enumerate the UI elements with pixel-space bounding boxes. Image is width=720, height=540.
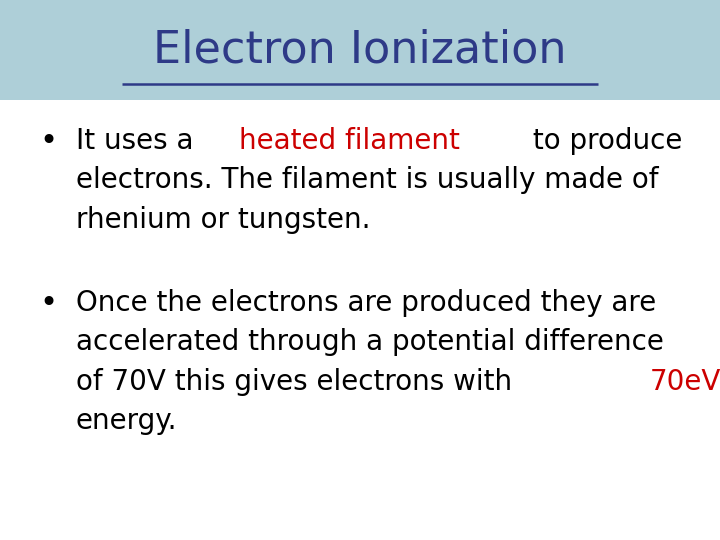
Text: accelerated through a potential difference: accelerated through a potential differen…	[76, 328, 663, 356]
Text: to produce: to produce	[523, 127, 682, 155]
FancyBboxPatch shape	[0, 0, 720, 100]
Text: •: •	[40, 127, 58, 156]
Text: •: •	[40, 289, 58, 318]
Text: Once the electrons are produced they are: Once the electrons are produced they are	[76, 289, 656, 317]
Text: heated filament: heated filament	[238, 127, 459, 155]
Text: of 70V this gives electrons with: of 70V this gives electrons with	[76, 368, 521, 396]
Text: electrons. The filament is usually made of: electrons. The filament is usually made …	[76, 166, 658, 194]
Text: energy.: energy.	[76, 407, 177, 435]
Text: 70eV: 70eV	[649, 368, 720, 396]
Text: rhenium or tungsten.: rhenium or tungsten.	[76, 206, 370, 234]
Text: Electron Ionization: Electron Ionization	[153, 28, 567, 71]
Text: It uses a: It uses a	[76, 127, 202, 155]
